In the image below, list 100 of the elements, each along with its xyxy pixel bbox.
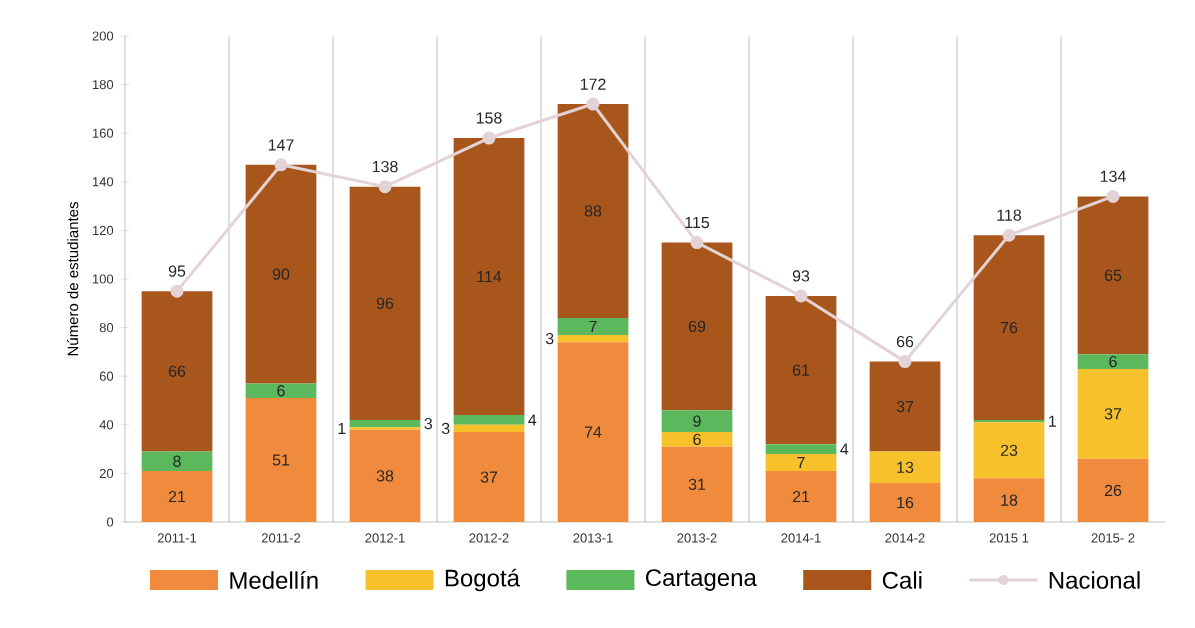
data-label: 134 <box>1100 170 1126 182</box>
data-label: 9 <box>693 415 701 427</box>
legend-label: Bogotá <box>445 568 520 592</box>
bar <box>453 138 525 416</box>
data-label: 6 <box>1109 355 1117 368</box>
data-label: 23 <box>1000 444 1018 456</box>
data-label: 18 <box>1001 494 1018 506</box>
bar <box>1077 196 1149 355</box>
y-tick-label: 180 <box>92 80 114 90</box>
bar <box>869 361 941 452</box>
bar <box>1077 354 1149 369</box>
bar <box>557 334 629 343</box>
data-label: 66 <box>896 335 914 348</box>
y-tick-label: 0 <box>106 517 114 527</box>
bar <box>765 296 837 445</box>
data-label: 4 <box>840 443 849 455</box>
data-label: 37 <box>480 471 498 483</box>
bar <box>245 164 317 384</box>
legend-label: Nacional <box>1049 571 1140 589</box>
point <box>1106 189 1120 203</box>
legend-label: Cali <box>882 571 922 589</box>
data-label: 93 <box>792 270 810 282</box>
bar <box>349 419 421 428</box>
y-tick-label: 120 <box>92 225 114 235</box>
x-tick-label: 2011-1 <box>157 533 197 543</box>
data-label: 38 <box>376 470 394 482</box>
data-label: 37 <box>896 400 914 413</box>
y-tick-label: 100 <box>92 274 114 284</box>
data-label: 95 <box>168 265 186 277</box>
y-tick-label: 140 <box>92 177 114 187</box>
data-label: 115 <box>685 216 710 229</box>
bar <box>869 483 941 522</box>
data-label: 8 <box>173 455 181 467</box>
bar <box>141 291 213 452</box>
bar <box>661 432 733 447</box>
data-label: 16 <box>897 496 914 509</box>
data-label: 96 <box>376 297 394 309</box>
point <box>274 158 288 172</box>
data-label: 3 <box>545 332 554 345</box>
point <box>690 236 704 250</box>
point <box>1002 228 1016 242</box>
point <box>482 131 496 145</box>
bar <box>661 410 733 433</box>
data-label: 13 <box>897 461 914 473</box>
bar <box>557 317 629 335</box>
bar <box>1077 368 1149 459</box>
data-label: 7 <box>589 320 597 332</box>
data-label: 76 <box>1000 321 1018 334</box>
y-tick-label: 20 <box>99 468 114 478</box>
bar <box>453 424 525 433</box>
legend-label: Cartagena <box>646 569 757 591</box>
data-label: 26 <box>1104 484 1122 497</box>
bar <box>1077 458 1149 522</box>
data-label: 172 <box>580 78 606 90</box>
data-label: 3 <box>424 417 433 430</box>
data-label: 88 <box>584 205 602 217</box>
data-label: 4 <box>528 414 537 426</box>
bar <box>973 478 1045 522</box>
x-tick-label: 2015 1 <box>989 533 1029 543</box>
bar <box>453 432 525 522</box>
x-tick-label: 2014-1 <box>781 533 821 543</box>
data-label: 21 <box>168 490 186 503</box>
data-label: 74 <box>584 426 602 438</box>
data-label: 21 <box>792 490 810 503</box>
bar <box>973 235 1045 420</box>
data-label: 66 <box>168 365 186 377</box>
data-label: 147 <box>268 139 294 151</box>
bar <box>765 470 837 522</box>
data-label: 1 <box>338 422 346 434</box>
x-tick-label: 2011-2 <box>261 533 301 543</box>
y-tick-label: 200 <box>92 31 114 41</box>
bar <box>661 242 733 411</box>
data-label: 69 <box>688 320 706 333</box>
bar <box>557 104 629 318</box>
x-tick-label: 2012-2 <box>469 533 509 543</box>
bar <box>141 451 213 471</box>
data-label: 158 <box>476 112 502 124</box>
data-label: 1 <box>1049 415 1056 427</box>
bar <box>453 415 525 425</box>
bar <box>557 342 629 522</box>
y-tick-label: 40 <box>99 420 114 430</box>
x-tick-label: 2014-2 <box>885 533 925 543</box>
point <box>794 289 808 303</box>
bar <box>661 446 733 522</box>
x-tick-label: 2012-1 <box>365 533 405 543</box>
bar <box>245 398 317 522</box>
data-label: 61 <box>792 364 810 376</box>
bar <box>349 427 421 430</box>
point <box>378 180 392 194</box>
y-tick-label: 160 <box>92 128 114 138</box>
y-tick-label: 80 <box>99 323 114 333</box>
bar <box>765 453 837 471</box>
bar <box>349 429 421 522</box>
x-tick-label: 2013-2 <box>677 533 717 543</box>
data-label: 138 <box>372 160 398 173</box>
point <box>170 284 184 298</box>
legend-label: Medellín <box>230 571 318 589</box>
data-label: 3 <box>441 422 450 435</box>
bar <box>973 422 1045 479</box>
data-label: 114 <box>477 271 502 283</box>
